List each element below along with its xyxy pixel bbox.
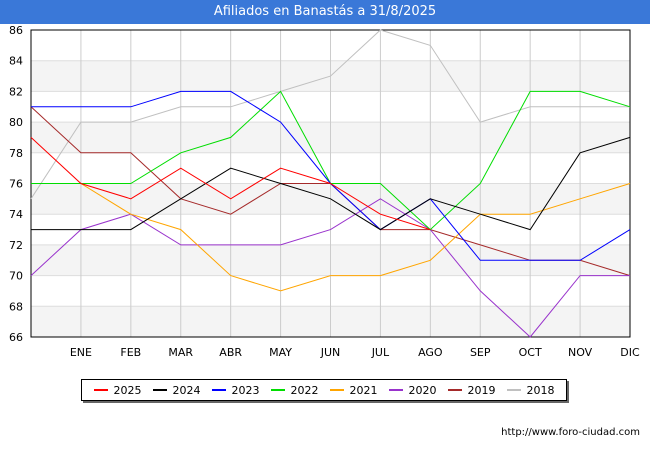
legend-swatch xyxy=(152,389,167,391)
legend-swatch xyxy=(329,389,344,391)
chart-title: Afiliados en Banastás a 31/8/2025 xyxy=(0,0,650,24)
legend-label: 2022 xyxy=(290,383,319,397)
y-tick-label: 78 xyxy=(9,147,23,160)
y-tick-label: 84 xyxy=(9,55,23,68)
x-tick-label: NOV xyxy=(568,346,593,359)
x-tick-label: SEP xyxy=(470,346,491,359)
y-tick-label: 82 xyxy=(9,85,23,98)
legend-item-2019: 2019 xyxy=(447,383,496,397)
x-tick-label: ABR xyxy=(219,346,242,359)
source-url[interactable]: http://www.foro-ciudad.com xyxy=(501,427,640,438)
series-line-2018 xyxy=(30,29,630,200)
y-tick-label: 72 xyxy=(9,239,23,252)
x-tick-label: MAR xyxy=(168,346,193,359)
x-tick-label: MAY xyxy=(269,346,292,359)
x-tick-label: ENE xyxy=(70,346,92,359)
legend-swatch xyxy=(270,389,285,391)
legend-item-2020: 2020 xyxy=(388,383,437,397)
legend-swatch xyxy=(447,389,462,391)
legend-label: 2023 xyxy=(231,383,260,397)
y-tick-label: 74 xyxy=(9,208,23,221)
series-line-2024 xyxy=(31,136,631,231)
y-tick-label: 86 xyxy=(9,24,23,37)
x-tick-label: JUL xyxy=(371,346,390,359)
y-axis-ticks: 66 68 70 72 74 76 78 80 82 84 86 xyxy=(9,24,23,344)
x-tick-label: DIC xyxy=(620,346,640,359)
y-tick-label: 68 xyxy=(9,300,23,313)
legend: 2025 2024 2023 2022 2021 2020 2019 2018 xyxy=(81,379,567,401)
series-lines xyxy=(30,29,631,338)
legend-swatch xyxy=(506,389,521,391)
series-line-2021 xyxy=(31,183,631,292)
legend-label: 2021 xyxy=(349,383,378,397)
x-tick-label: AGO xyxy=(418,346,443,359)
legend-label: 2018 xyxy=(526,383,555,397)
x-axis-ticks: ENE FEB MAR ABR MAY JUN JUL AGO SEP OCT NOV DIC xyxy=(70,346,640,359)
x-tick-label: JUN xyxy=(320,346,341,359)
legend-label: 2020 xyxy=(408,383,437,397)
legend-item-2024: 2024 xyxy=(152,383,201,397)
line-chart: 66 68 70 72 74 76 78 80 82 84 86 ENE FEB MAR ABR MAY JU… xyxy=(9,24,640,359)
y-tick-label: 80 xyxy=(9,116,23,129)
y-tick-label: 76 xyxy=(9,178,23,191)
series-line-2025 xyxy=(30,137,431,231)
x-tick-label: OCT xyxy=(519,346,542,359)
y-tick-label: 66 xyxy=(9,331,23,344)
legend-label: 2025 xyxy=(113,383,142,397)
legend-item-2023: 2023 xyxy=(211,383,260,397)
y-tick-label: 70 xyxy=(9,270,23,283)
legend-label: 2019 xyxy=(467,383,496,397)
legend-item-2022: 2022 xyxy=(270,383,319,397)
x-tick-label: FEB xyxy=(120,346,141,359)
legend-item-2025: 2025 xyxy=(93,383,142,397)
legend-swatch xyxy=(211,389,226,391)
legend-swatch xyxy=(388,389,403,391)
legend-item-2018: 2018 xyxy=(506,383,555,397)
legend-swatch xyxy=(93,389,108,391)
legend-item-2021: 2021 xyxy=(329,383,378,397)
legend-label: 2024 xyxy=(172,383,201,397)
